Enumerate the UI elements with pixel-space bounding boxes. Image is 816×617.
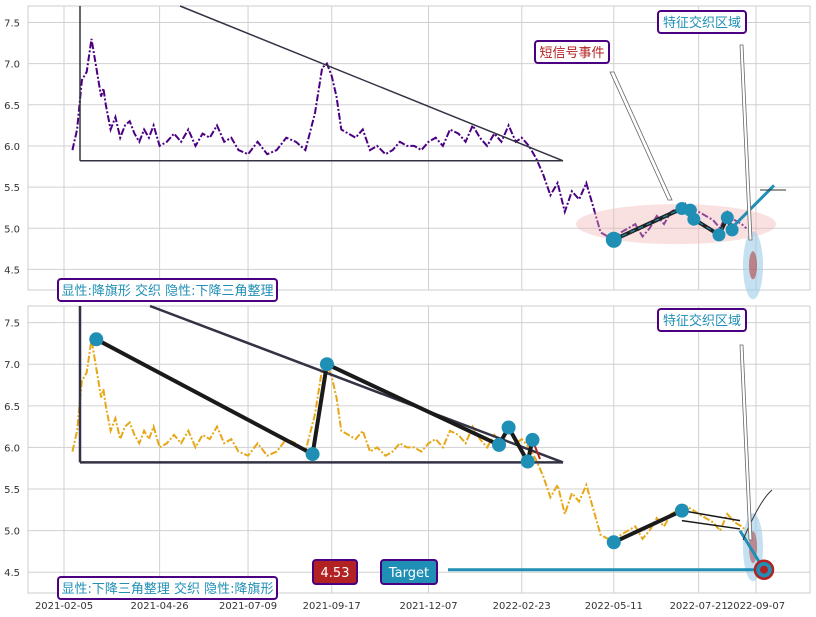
y-tick-label: 7.5 (4, 18, 20, 29)
bottom-zone-label-box (657, 308, 747, 332)
price-line-bottom (71, 339, 748, 545)
bottom-pattern-label-box (57, 576, 278, 600)
triangle-resistance-line (179, 5, 564, 162)
pattern-point-bottom (319, 357, 334, 372)
pattern-point-bottom (89, 332, 104, 347)
y-tick-label: 4.5 (4, 568, 20, 579)
target-badge: Target (388, 566, 429, 581)
pattern-point-bottom (606, 535, 621, 550)
y-tick-label: 7.0 (4, 60, 20, 71)
flag-pole-bottom (612, 508, 683, 545)
price-line-top (71, 38, 748, 242)
pattern-point-top (720, 211, 734, 225)
y-tick-label: 7.0 (4, 360, 20, 371)
y-tick-label: 6.0 (4, 142, 20, 153)
y-tick-label: 6.5 (4, 402, 20, 413)
breakout-arrow-top (728, 184, 776, 231)
alt-scenario-curve (742, 489, 773, 541)
pattern-point-bottom (492, 437, 507, 452)
top-zone-label: 特征交织区域 (663, 15, 741, 31)
pattern-point-top (605, 231, 622, 248)
x-tick-label: 2021-02-05 (35, 601, 93, 612)
price-badge-box (312, 559, 358, 585)
target-core-ellipse (749, 251, 757, 280)
x-tick-label: 2022-05-11 (585, 601, 643, 612)
y-tick-label: 4.5 (4, 265, 20, 276)
y-tick-label: 5.0 (4, 224, 20, 235)
triangle-resistance-bottom (149, 304, 564, 464)
target-marker-core (760, 565, 768, 574)
x-tick-label: 2021-12-07 (399, 601, 457, 612)
zone-pointer-arrow-bottom (739, 344, 753, 541)
x-tick-label: 2021-07-09 (219, 601, 277, 612)
x-tick-label: 2021-04-26 (131, 601, 189, 612)
y-tick-label: 5.0 (4, 527, 20, 538)
price-badge: 4.53 (321, 566, 350, 581)
x-tick-label: 2022-09-07 (727, 601, 785, 612)
x-tick-label: 2021-09-17 (303, 601, 361, 612)
bottom-zone-label: 特征交织区域 (663, 313, 741, 329)
y-tick-label: 7.5 (4, 319, 20, 330)
y-tick-label: 5.5 (4, 183, 20, 194)
y-tick-label: 5.5 (4, 485, 20, 496)
pattern-point-top (687, 212, 701, 226)
pattern-point-bottom (501, 420, 516, 435)
flag-upper-bottom (681, 509, 741, 522)
x-tick-label: 2022-02-23 (493, 601, 551, 612)
top-pattern-label-box (57, 278, 278, 302)
top-zone-label-box (657, 10, 747, 34)
signal-pointer-arrow (609, 71, 673, 201)
pattern-point-top (712, 228, 726, 242)
zone-pointer-arrow-top (739, 44, 753, 241)
target-badge-box (380, 559, 438, 585)
pattern-point-top (725, 223, 739, 237)
y-tick-label: 6.5 (4, 101, 20, 112)
bottom-pattern-label: 显性:下降三角整理 交织 隐性:降旗形 (61, 581, 273, 597)
pattern-point-bottom (525, 432, 540, 447)
top-pattern-label: 显性:降旗形 交织 隐性:下降三角整理 (61, 283, 273, 299)
x-tick-label: 2022-07-21 (670, 601, 728, 612)
top-signal-label-box (534, 40, 610, 64)
pattern-point-bottom (520, 454, 535, 469)
pattern-point-bottom (305, 447, 320, 462)
y-tick-label: 6.0 (4, 443, 20, 454)
flag-lower-bottom (681, 519, 741, 530)
pattern-point-bottom (674, 503, 689, 518)
top-signal-label: 短信号事件 (539, 46, 604, 61)
